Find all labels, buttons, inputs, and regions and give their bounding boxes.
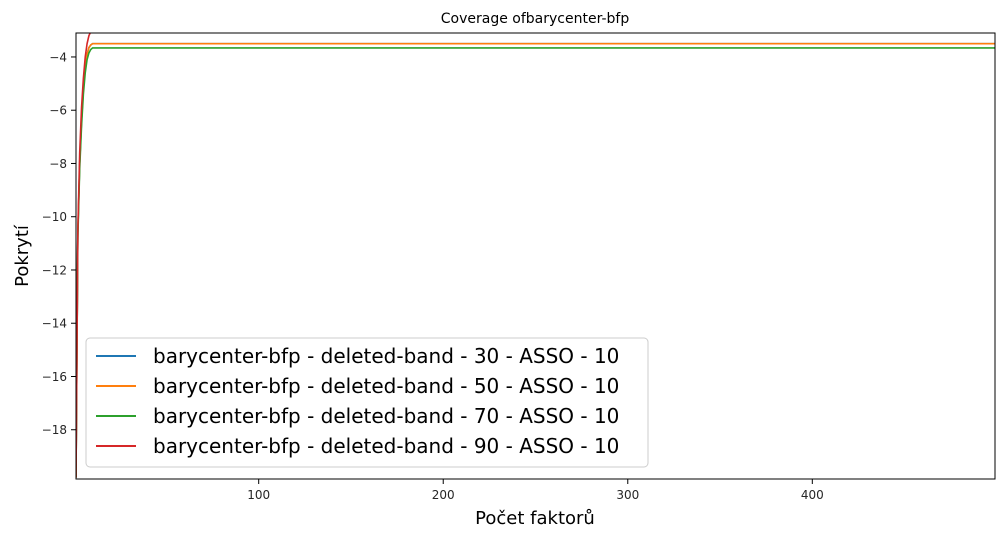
legend-label-2: barycenter-bfp - deleted-band - 50 - ASS…	[153, 374, 619, 398]
y-tick-label: −12	[42, 263, 67, 277]
y-axis: −18 −16 −14 −12 −10 −8 −6 −4	[42, 50, 76, 437]
x-axis-label: Počet faktorů	[475, 508, 595, 529]
legend-label-1: barycenter-bfp - deleted-band - 30 - ASS…	[153, 344, 619, 368]
y-tick-label: −8	[49, 157, 67, 171]
chart-title: Coverage ofbarycenter-bfp	[441, 11, 630, 27]
y-tick-label: −16	[42, 370, 67, 384]
y-tick-label: −18	[42, 423, 67, 437]
x-tick-label: 300	[616, 488, 639, 502]
y-tick-label: −14	[42, 317, 67, 331]
series-layer	[76, 33, 995, 478]
legend-label-3: barycenter-bfp - deleted-band - 70 - ASS…	[153, 404, 619, 428]
series-line-4	[76, 33, 92, 478]
legend-label-4: barycenter-bfp - deleted-band - 90 - ASS…	[153, 434, 619, 458]
y-tick-label: −4	[49, 50, 67, 64]
legend: barycenter-bfp - deleted-band - 30 - ASS…	[85, 337, 649, 468]
y-tick-label: −6	[49, 104, 67, 118]
y-tick-label: −10	[42, 210, 67, 224]
legend-box	[85, 337, 649, 468]
y-axis-label: Pokrytí	[12, 224, 33, 287]
x-tick-label: 400	[801, 488, 824, 502]
plot-frame	[75, 32, 996, 480]
x-tick-label: 100	[247, 488, 270, 502]
x-tick-label: 200	[432, 488, 455, 502]
x-axis: 100 200 300 400	[247, 479, 824, 502]
